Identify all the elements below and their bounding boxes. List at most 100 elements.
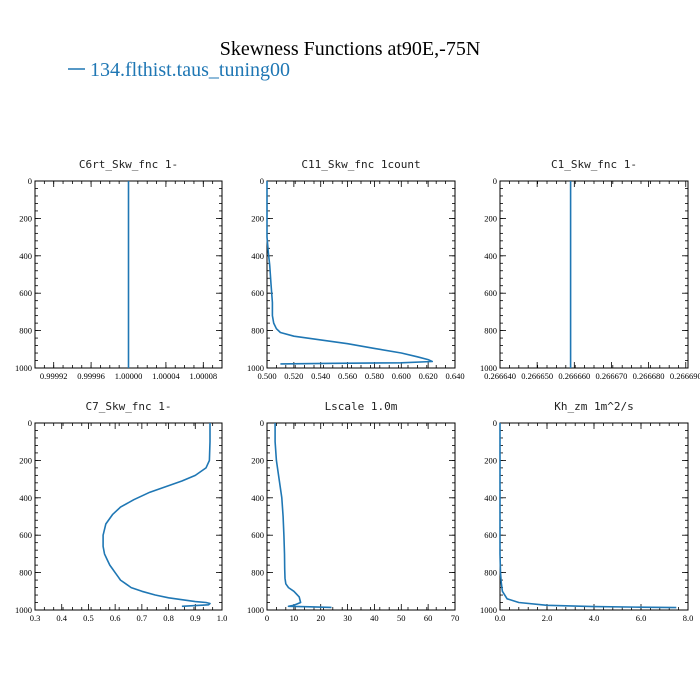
series-line bbox=[499, 423, 677, 609]
x-tick-label: 0.7 bbox=[137, 613, 148, 623]
x-tick-label: 50 bbox=[397, 613, 406, 623]
y-tick-label: 400 bbox=[251, 493, 264, 503]
y-tick-label: 200 bbox=[484, 455, 497, 465]
y-tick-label: 1000 bbox=[247, 363, 264, 373]
x-tick-label: 0.620 bbox=[419, 371, 438, 381]
x-tick-label: 6.0 bbox=[636, 613, 647, 623]
x-tick-label: 8.0 bbox=[683, 613, 694, 623]
y-tick-label: 800 bbox=[251, 568, 264, 578]
y-tick-label: 600 bbox=[19, 530, 32, 540]
series-line bbox=[274, 423, 332, 609]
x-tick-label: 0.266690 bbox=[670, 371, 700, 381]
x-tick-label: 0.0 bbox=[495, 613, 506, 623]
y-tick-label: 800 bbox=[251, 326, 264, 336]
x-tick-label: 0.4 bbox=[56, 613, 67, 623]
y-tick-label: 0 bbox=[260, 176, 264, 186]
y-tick-label: 200 bbox=[484, 213, 497, 223]
y-tick-label: 0 bbox=[260, 418, 264, 428]
y-tick-label: 1000 bbox=[15, 605, 32, 615]
panel-4: C7_Skw_fnc 1- 0.3 0.4 0.5 0.6 0.7 0.8 0.9 1.0 0 20… bbox=[15, 400, 227, 623]
x-tick-label: 0.560 bbox=[338, 371, 357, 381]
series-line bbox=[266, 181, 434, 365]
y-tick-label: 600 bbox=[19, 288, 32, 298]
y-tick-label: 600 bbox=[251, 530, 264, 540]
y-tick-label: 0 bbox=[493, 418, 497, 428]
x-tick-label: 0.266650 bbox=[521, 371, 553, 381]
x-tick-label: 1.00004 bbox=[152, 371, 180, 381]
x-tick-label: 0.3 bbox=[30, 613, 41, 623]
y-tick-label: 600 bbox=[251, 288, 264, 298]
x-tick-label: 0.266680 bbox=[633, 371, 665, 381]
y-tick-label: 400 bbox=[19, 493, 32, 503]
y-tick-label: 1000 bbox=[15, 363, 32, 373]
panel-1: C6rt_Skw_fnc 1- 0.99992 0.99996 1.00000 1.00… bbox=[15, 158, 223, 381]
x-tick-label: 0.6 bbox=[110, 613, 121, 623]
plot-frame bbox=[499, 180, 689, 369]
panel-title: C11_Skw_fnc 1count bbox=[301, 158, 420, 171]
x-tick-label: 40 bbox=[370, 613, 379, 623]
plot-frame bbox=[34, 422, 223, 611]
y-tick-label: 200 bbox=[19, 455, 32, 465]
plot-frame bbox=[499, 422, 689, 611]
x-tick-label: 0 bbox=[265, 613, 269, 623]
panel-title: Kh_zm 1m^2/s bbox=[554, 400, 633, 413]
y-tick-label: 600 bbox=[484, 530, 497, 540]
y-tick-label: 800 bbox=[19, 326, 32, 336]
legend: 134.flthist.taus_tuning00 bbox=[68, 59, 290, 81]
y-tick-label: 800 bbox=[484, 568, 497, 578]
panel-title: Lscale 1.0m bbox=[325, 400, 398, 413]
x-tick-label: 70 bbox=[451, 613, 460, 623]
x-tick-label: 30 bbox=[343, 613, 352, 623]
x-tick-label: 0.540 bbox=[311, 371, 330, 381]
x-tick-label: 0.600 bbox=[392, 371, 411, 381]
x-tick-label: 0.266670 bbox=[596, 371, 628, 381]
x-tick-label: 1.00008 bbox=[189, 371, 217, 381]
y-tick-label: 400 bbox=[19, 251, 32, 261]
x-tick-label: 0.9 bbox=[190, 613, 201, 623]
y-tick-label: 200 bbox=[251, 455, 264, 465]
y-tick-label: 400 bbox=[251, 251, 264, 261]
x-tick-label: 0.99996 bbox=[77, 371, 105, 381]
x-tick-label: 0.266660 bbox=[558, 371, 590, 381]
y-tick-label: 0 bbox=[28, 176, 32, 186]
x-tick-label: 2.0 bbox=[542, 613, 553, 623]
y-tick-label: 0 bbox=[28, 418, 32, 428]
y-tick-label: 400 bbox=[484, 493, 497, 503]
figure-title: Skewness Functions at90E,-75N bbox=[220, 38, 481, 60]
panel-title: C1_Skw_fnc 1- bbox=[551, 158, 637, 171]
x-tick-label: 1.00000 bbox=[115, 371, 143, 381]
panel-2: C11_Skw_fnc 1count 0.500 0.520 0.540 0.560 0.… bbox=[247, 158, 465, 381]
series-line bbox=[102, 423, 211, 608]
y-tick-label: 400 bbox=[484, 251, 497, 261]
x-tick-label: 10 bbox=[290, 613, 299, 623]
x-tick-label: 0.99992 bbox=[40, 371, 68, 381]
x-tick-label: 0.580 bbox=[365, 371, 384, 381]
y-tick-label: 0 bbox=[493, 176, 497, 186]
x-tick-label: 0.500 bbox=[257, 371, 276, 381]
panel-title: C7_Skw_fnc 1- bbox=[85, 400, 171, 413]
y-tick-label: 1000 bbox=[480, 363, 497, 373]
panels: C6rt_Skw_fnc 1-0.99992 0.99996 1.00000 1.00… bbox=[15, 158, 700, 623]
y-tick-label: 200 bbox=[251, 213, 264, 223]
y-tick-label: 200 bbox=[19, 213, 32, 223]
plot-frame bbox=[266, 180, 456, 369]
panel-3: C1_Skw_fnc 1- 0.266640 0.266650 0.266660 0.2… bbox=[480, 158, 700, 381]
x-tick-label: 0.5 bbox=[83, 613, 94, 623]
x-tick-label: 0.520 bbox=[284, 371, 303, 381]
x-tick-label: 4.0 bbox=[589, 613, 600, 623]
x-tick-label: 1.0 bbox=[217, 613, 228, 623]
plot-frame bbox=[266, 422, 456, 611]
x-tick-label: 0.640 bbox=[445, 371, 464, 381]
x-tick-label: 0.266640 bbox=[484, 371, 516, 381]
legend-label: 134.flthist.taus_tuning00 bbox=[90, 59, 290, 81]
panel-6: Kh_zm 1m^2/s 0.0 2.0 4.0 6.0 8.0 0 200 400 600 800… bbox=[480, 400, 693, 623]
x-tick-label: 20 bbox=[316, 613, 325, 623]
panel-5: Lscale 1.0m 0 10 20 30 40 50 60 70 0 200 400 600 800 1… bbox=[247, 400, 459, 623]
y-tick-label: 1000 bbox=[247, 605, 264, 615]
y-tick-label: 600 bbox=[484, 288, 497, 298]
panel-title: C6rt_Skw_fnc 1- bbox=[79, 158, 178, 171]
x-tick-label: 0.8 bbox=[163, 613, 174, 623]
x-tick-label: 60 bbox=[424, 613, 433, 623]
y-tick-label: 800 bbox=[19, 568, 32, 578]
